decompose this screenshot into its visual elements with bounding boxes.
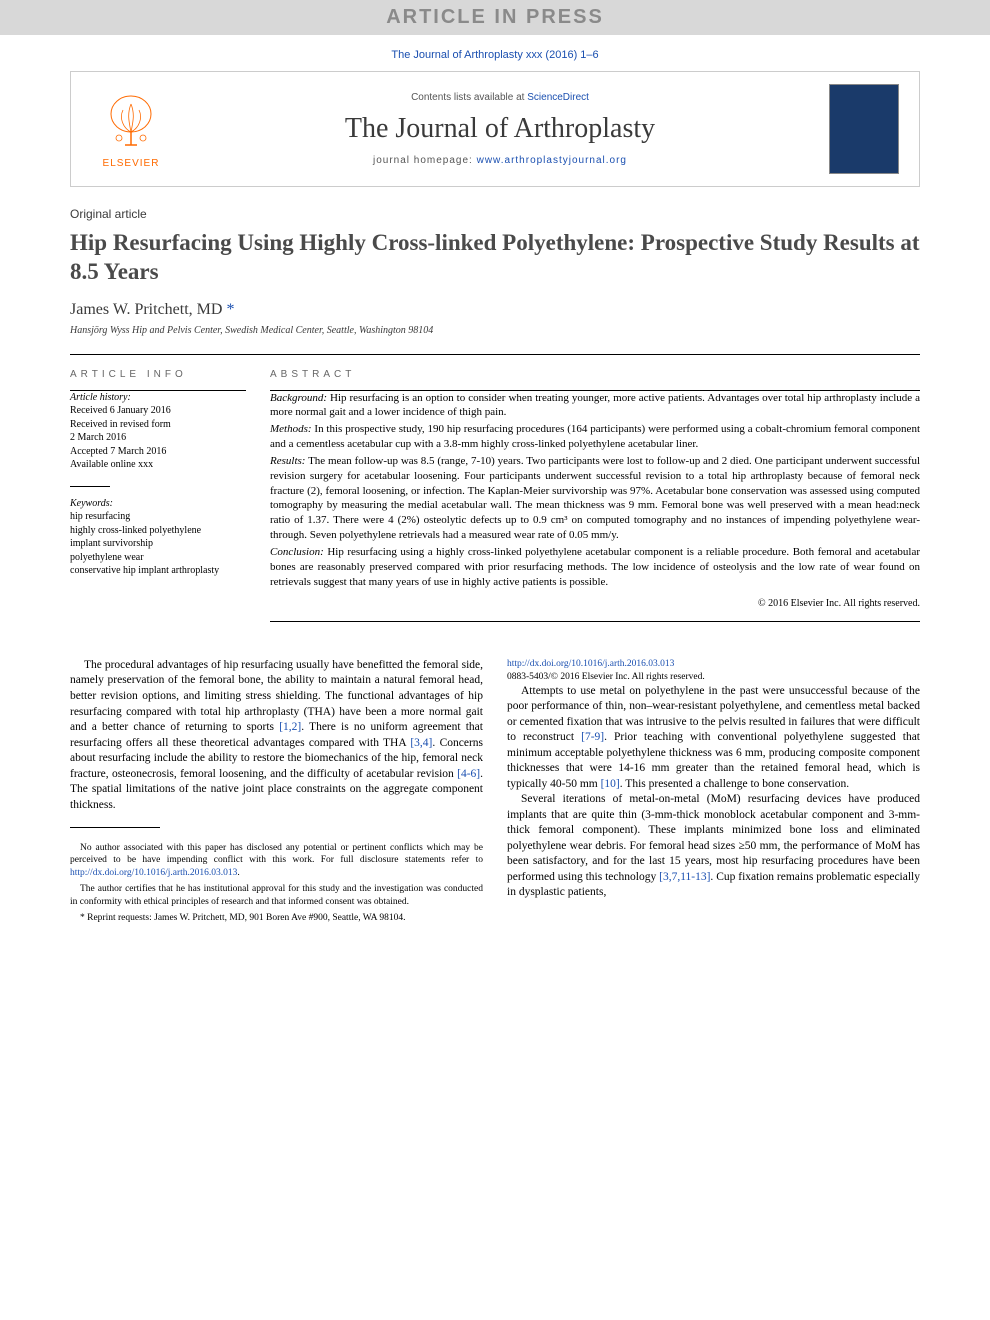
publisher-name: ELSEVIER <box>91 158 171 169</box>
sciencedirect-link[interactable]: ScienceDirect <box>527 92 589 103</box>
abstract-text: Background: Hip resurfacing is an option… <box>270 391 920 611</box>
citation-link[interactable]: [4-6] <box>457 768 480 780</box>
reprint-footnote: * Reprint requests: James W. Pritchett, … <box>70 912 483 924</box>
keywords-block: Keywords: hip resurfacing highly cross-l… <box>70 497 246 578</box>
author-affiliation: Hansjörg Wyss Hip and Pelvis Center, Swe… <box>70 325 920 336</box>
abstract-conclusion: Hip resurfacing using a highly cross-lin… <box>270 546 920 588</box>
history-line: Available online xxx <box>70 459 153 470</box>
corresponding-author-marker[interactable]: * <box>226 301 234 318</box>
citation-link[interactable]: [3,4] <box>410 737 432 749</box>
keyword: hip resurfacing <box>70 511 130 522</box>
citation-link[interactable]: [7-9] <box>581 731 604 743</box>
contents-available-line: Contents lists available at ScienceDirec… <box>171 92 829 103</box>
citation-link[interactable]: [1,2] <box>279 721 301 733</box>
contents-prefix: Contents lists available at <box>411 92 527 103</box>
info-abstract-row: ARTICLE INFO Article history: Received 6… <box>70 355 920 622</box>
article-authors: James W. Pritchett, MD * <box>70 301 920 319</box>
abstract-results: The mean follow-up was 8.5 (range, 7-10)… <box>270 455 920 541</box>
ethics-footnote: The author certifies that he has institu… <box>70 883 483 908</box>
article-in-press-banner: ARTICLE IN PRESS <box>0 0 990 35</box>
body-text: . This presented a challenge to bone con… <box>620 778 849 790</box>
abstract-background-label: Background: <box>270 392 327 404</box>
journal-name: The Journal of Arthroplasty <box>171 113 829 145</box>
homepage-prefix: journal homepage: <box>373 155 477 166</box>
journal-reference: The Journal of Arthroplasty xxx (2016) 1… <box>0 35 990 71</box>
article-title: Hip Resurfacing Using Highly Cross-linke… <box>70 229 920 287</box>
article-body-columns: The procedural advantages of hip resurfa… <box>70 658 920 924</box>
journal-masthead: ELSEVIER Contents lists available at Sci… <box>70 71 920 187</box>
body-paragraph: Several iterations of metal-on-metal (Mo… <box>507 792 920 901</box>
keyword: implant survivorship <box>70 538 153 549</box>
citation-link[interactable]: [3,7,11-13] <box>659 871 710 883</box>
masthead-center: Contents lists available at ScienceDirec… <box>171 92 829 166</box>
article-info-column: ARTICLE INFO Article history: Received 6… <box>70 355 270 622</box>
article-doi-link[interactable]: http://dx.doi.org/10.1016/j.arth.2016.03… <box>507 659 674 669</box>
footnote-doi-link[interactable]: http://dx.doi.org/10.1016/j.arth.2016.03… <box>70 868 237 878</box>
footer-links: http://dx.doi.org/10.1016/j.arth.2016.03… <box>507 658 920 684</box>
body-text: Several iterations of metal-on-metal (Mo… <box>507 793 920 883</box>
article-history-block: Article history: Received 6 January 2016… <box>70 391 246 472</box>
partial-rule <box>70 486 110 487</box>
history-line: Received in revised form <box>70 419 171 430</box>
abstract-header: ABSTRACT <box>270 369 920 380</box>
abstract-results-label: Results: <box>270 455 305 467</box>
history-line: Received 6 January 2016 <box>70 405 171 416</box>
abstract-copyright: © 2016 Elsevier Inc. All rights reserved… <box>270 597 920 611</box>
article-info-header: ARTICLE INFO <box>70 369 246 380</box>
footnote-rule <box>70 827 160 828</box>
history-label: Article history: <box>70 392 131 403</box>
history-line: 2 March 2016 <box>70 432 126 443</box>
keyword: highly cross-linked polyethylene <box>70 525 201 536</box>
body-paragraph: Attempts to use metal on polyethylene in… <box>507 684 920 793</box>
author-name: James W. Pritchett, MD <box>70 301 226 318</box>
keyword: conservative hip implant arthroplasty <box>70 565 219 576</box>
footnotes-block: No author associated with this paper has… <box>70 842 483 924</box>
journal-cover-thumbnail <box>829 84 899 174</box>
conflict-footnote: No author associated with this paper has… <box>70 842 483 879</box>
abstract-bottom-rule <box>270 621 920 622</box>
journal-homepage-link[interactable]: www.arthroplastyjournal.org <box>477 155 627 166</box>
journal-homepage-line: journal homepage: www.arthroplastyjourna… <box>171 155 829 166</box>
abstract-background: Hip resurfacing is an option to consider… <box>270 392 920 419</box>
elsevier-tree-icon <box>101 90 161 150</box>
footnote-text: No author associated with this paper has… <box>70 843 483 865</box>
citation-link[interactable]: [10] <box>601 778 620 790</box>
abstract-methods: In this prospective study, 190 hip resur… <box>270 423 920 450</box>
abstract-column: ABSTRACT Background: Hip resurfacing is … <box>270 355 920 622</box>
history-line: Accepted 7 March 2016 <box>70 446 166 457</box>
keywords-label: Keywords: <box>70 498 113 509</box>
issn-copyright: 0883-5403/© 2016 Elsevier Inc. All right… <box>507 672 705 682</box>
abstract-conclusion-label: Conclusion: <box>270 546 324 558</box>
article-content: Original article Hip Resurfacing Using H… <box>0 187 990 954</box>
keyword: polyethylene wear <box>70 552 144 563</box>
body-paragraph: The procedural advantages of hip resurfa… <box>70 658 483 813</box>
abstract-methods-label: Methods: <box>270 423 312 435</box>
publisher-logo-block: ELSEVIER <box>91 90 171 169</box>
article-type: Original article <box>70 207 920 221</box>
